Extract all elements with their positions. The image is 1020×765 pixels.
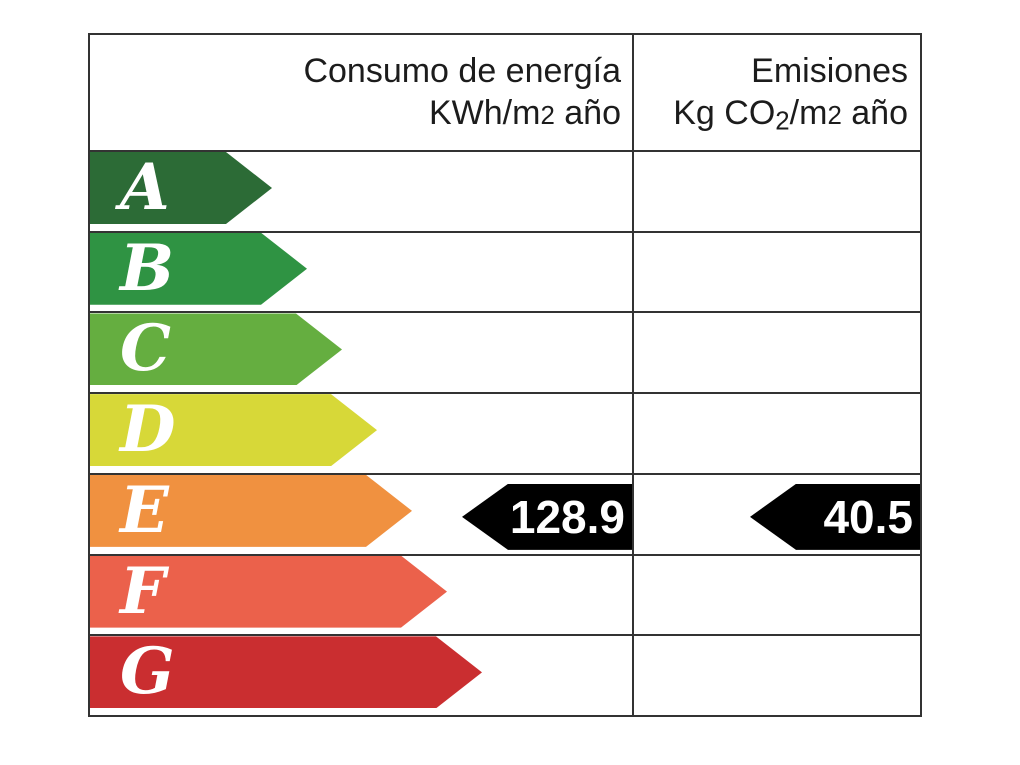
grade-arrow-c: C xyxy=(90,313,342,385)
rating-row-b: B xyxy=(90,233,920,314)
grade-arrow-b: B xyxy=(90,233,307,305)
rating-row-e: E 128.9 40.5 xyxy=(90,475,920,556)
grade-letter-a: A xyxy=(120,150,170,225)
table-header: Consumo de energía KWh/m2 año Emisiones … xyxy=(90,35,920,152)
emissions-header-title: Emisiones xyxy=(751,52,908,90)
grade-letter-d: D xyxy=(120,392,176,468)
grade-letter-c: C xyxy=(120,311,171,387)
consumption-value-arrow: 128.9 xyxy=(462,483,632,550)
grade-arrow-a: A xyxy=(90,152,272,224)
consumption-header-title: Consumo de energía xyxy=(303,52,621,90)
rating-row-f: F xyxy=(90,556,920,637)
rating-rows: A B C D E 128.9 40.5 xyxy=(90,152,920,715)
rating-row-g: G xyxy=(90,636,920,715)
rating-row-a: A xyxy=(90,152,920,233)
grade-arrow-e: E xyxy=(90,475,412,547)
grade-letter-f: F xyxy=(120,553,166,629)
emissions-value-arrow: 40.5 xyxy=(750,483,920,550)
consumption-column-header: Consumo de energía KWh/m2 año xyxy=(90,35,634,150)
grade-arrow-d: D xyxy=(90,394,377,466)
grade-arrow-f: F xyxy=(90,556,447,628)
grade-letter-b: B xyxy=(120,230,175,306)
grade-letter-e: E xyxy=(120,472,169,548)
column-divider xyxy=(632,35,634,715)
rating-row-d: D xyxy=(90,394,920,475)
emissions-unit: Kg CO2/m2 año xyxy=(673,94,908,136)
grade-letter-g: G xyxy=(120,634,175,710)
energy-rating-table: Consumo de energía KWh/m2 año Emisiones … xyxy=(88,33,922,717)
emissions-column-header: Emisiones Kg CO2/m2 año xyxy=(634,35,920,150)
consumption-unit: KWh/m2 año xyxy=(428,94,621,132)
grade-arrow-g: G xyxy=(90,636,482,708)
rating-row-c: C xyxy=(90,313,920,395)
consumption-value: 128.9 xyxy=(509,490,625,543)
emissions-value: 40.5 xyxy=(823,490,913,543)
